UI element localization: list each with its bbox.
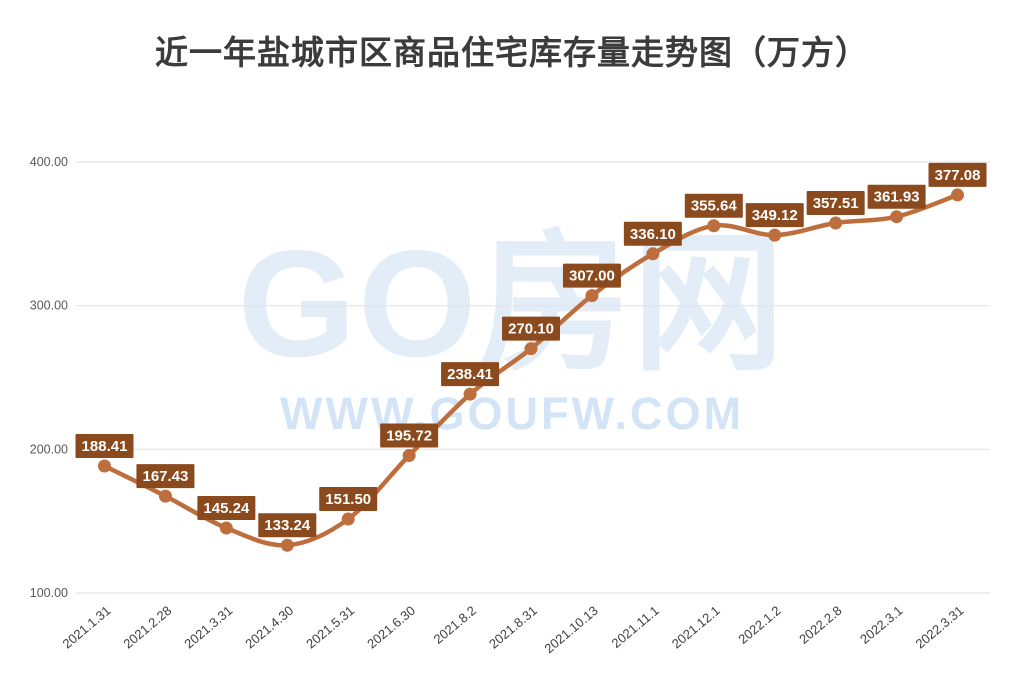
data-label-box: [380, 423, 439, 448]
data-point-marker: [341, 512, 355, 526]
data-label-box: [441, 362, 500, 387]
data-label-box: [502, 316, 561, 341]
data-label-value: 167.43: [142, 468, 188, 485]
x-axis-tick-label: 2022.3.1: [857, 603, 905, 647]
data-label-value: 188.41: [82, 438, 128, 455]
x-axis-tick-label: 2021.4.30: [242, 603, 296, 652]
data-point-marker: [402, 448, 416, 462]
data-label-box: [258, 513, 317, 538]
data-label-value: 145.24: [203, 500, 250, 517]
data-point-marker: [768, 228, 782, 242]
y-axis-tick-label: 200.00: [30, 442, 68, 456]
y-axis-tick-label: 400.00: [30, 155, 68, 169]
y-axis-tick-label: 100.00: [30, 586, 68, 600]
data-label-value: 195.72: [386, 427, 432, 444]
data-label-value: 336.10: [630, 226, 676, 243]
x-axis-tick-label: 2021.3.31: [181, 603, 235, 652]
data-label-value: 377.08: [935, 167, 981, 184]
data-point-marker: [707, 219, 721, 233]
data-label-box: [806, 191, 865, 216]
x-axis-tick-label: 2021.8.2: [431, 603, 479, 647]
data-label-box: [623, 221, 682, 246]
data-label-box: [319, 487, 378, 512]
data-point-marker: [524, 342, 538, 356]
data-point-marker: [219, 521, 233, 535]
x-axis-tick-label: 2021.10.13: [541, 603, 600, 656]
data-label-value: 133.24: [264, 517, 311, 534]
x-axis-tick-label: 2021.5.31: [303, 603, 357, 652]
data-label-value: 349.12: [752, 207, 798, 224]
data-point-marker: [158, 489, 172, 503]
data-point-marker: [951, 188, 965, 202]
data-point-marker: [463, 387, 477, 401]
data-point-marker: [585, 289, 599, 303]
x-axis-tick-label: 2021.1.31: [59, 603, 113, 652]
x-axis-tick-label: 2021.6.30: [364, 603, 418, 652]
x-axis-tick-label: 2021.11.1: [609, 603, 662, 651]
x-axis-tick-label: 2022.2.8: [796, 603, 844, 647]
data-point-marker: [646, 247, 660, 261]
data-label-box: [75, 433, 134, 458]
data-label-value: 151.50: [325, 491, 371, 508]
x-axis-tick-label: 2021.2.28: [120, 603, 174, 652]
data-label-box: [136, 464, 195, 489]
data-point-marker: [890, 210, 904, 224]
x-axis-tick-label: 2022.1.2: [735, 603, 783, 647]
x-axis-tick-label: 2021.8.31: [486, 603, 540, 652]
data-label-box: [562, 263, 621, 288]
data-label-box: [197, 496, 256, 521]
data-label-value: 357.51: [813, 195, 859, 212]
data-label-value: 270.10: [508, 321, 554, 338]
data-label-value: 361.93: [874, 189, 920, 206]
data-label-box: [867, 184, 926, 209]
y-axis-tick-label: 300.00: [30, 299, 68, 313]
data-label-box: [928, 162, 987, 187]
data-label-value: 355.64: [691, 198, 738, 215]
data-point-marker: [280, 538, 294, 552]
x-axis-tick-label: 2021.12.1: [669, 603, 723, 652]
chart-title: 近一年盐城市区商品住宅库存量走势图（万方）: [155, 34, 869, 71]
trend-line: [102, 192, 960, 548]
data-point-marker: [829, 216, 843, 230]
data-label-box: [745, 203, 804, 228]
data-label-box: [684, 193, 743, 218]
data-label-value: 307.00: [569, 268, 615, 285]
data-label-value: 238.41: [447, 366, 493, 383]
data-point-marker: [98, 459, 111, 473]
x-axis-tick-label: 2022.3.31: [912, 603, 966, 652]
